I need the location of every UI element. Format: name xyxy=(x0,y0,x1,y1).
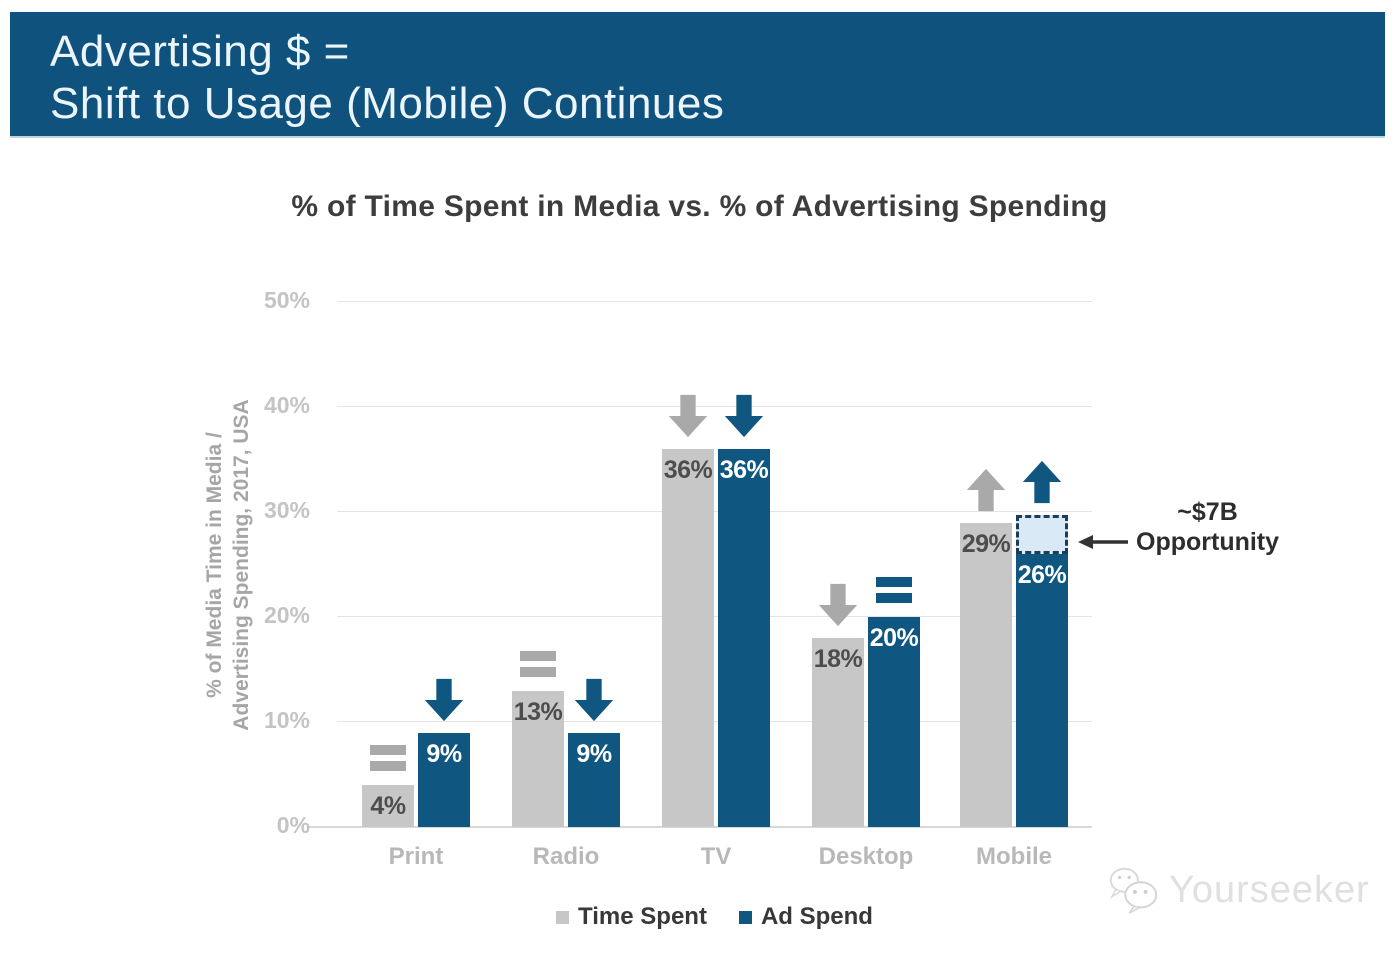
bar-value-label: 36% xyxy=(663,456,713,484)
bar-value-label: 26% xyxy=(1017,561,1067,589)
bar-value-label: 4% xyxy=(370,792,406,820)
y-tick-label: 40% xyxy=(263,392,310,418)
time-spent-label: Time Spent xyxy=(578,903,707,930)
ad-spend-swatch xyxy=(738,910,752,924)
bar-group: 4% 9% Print xyxy=(362,302,470,870)
trend-down-icon xyxy=(424,678,464,721)
category-label: Radio xyxy=(532,843,600,870)
time-spent-bar: 36% xyxy=(662,394,714,827)
ad-spend-bar: 26% xyxy=(1016,461,1068,827)
bar-fill xyxy=(960,522,1012,827)
opportunity-box xyxy=(1016,515,1068,554)
category-label: TV xyxy=(700,843,732,870)
bar-fill xyxy=(362,785,414,827)
bar-fill xyxy=(568,732,620,827)
bar-fill xyxy=(662,449,714,827)
chart-title: % of Time Spent in Media vs. % of Advert… xyxy=(291,190,1108,223)
bar-value-label: 29% xyxy=(961,529,1011,558)
y-tick-label: 50% xyxy=(263,287,310,313)
trend-down-icon xyxy=(668,394,708,438)
bar-value-label: 36% xyxy=(719,456,769,484)
legend-item-time-spent: Time Spent xyxy=(556,903,707,931)
ad-spend-label: Ad Spend xyxy=(760,903,873,930)
trend-down-icon xyxy=(724,394,764,438)
category-label: Desktop xyxy=(818,843,914,870)
header-title-line1: Advertising $ = xyxy=(50,27,350,76)
time-spent-swatch xyxy=(556,910,570,924)
bar-value-label: 18% xyxy=(813,645,863,673)
opportunity-word: Opportunity xyxy=(1136,528,1280,557)
bar-group: 18% 20% Desktop xyxy=(812,302,920,870)
gridline xyxy=(337,511,1092,512)
watermark-text: Yourseeker xyxy=(1169,868,1370,911)
header-banner: Advertising $ = Shift to Usage (Mobile) … xyxy=(10,12,1385,138)
category-label: Print xyxy=(388,843,444,870)
trend-equal-icon xyxy=(520,650,556,677)
chat-bubbles-icon xyxy=(1109,867,1158,914)
bar-fill xyxy=(1016,554,1068,827)
ad-spend-bar: 36% xyxy=(718,394,770,827)
bar-value-label: 20% xyxy=(869,624,919,652)
ad-spend-bar: 20% xyxy=(868,577,920,827)
time-spent-bar: 13% xyxy=(512,650,564,827)
time-spent-bar: 29% xyxy=(960,468,1012,827)
x-axis-line xyxy=(309,826,1092,828)
time-spent-bar: 4% xyxy=(362,745,414,827)
y-tick-label: 0% xyxy=(276,812,310,838)
trend-down-icon xyxy=(818,583,858,627)
opportunity-label: ~$7B Opportunity xyxy=(1136,497,1279,557)
trend-equal-icon xyxy=(876,577,912,603)
trend-up-icon xyxy=(1022,461,1062,504)
bar-value-label: 9% xyxy=(426,739,462,768)
bar-value-label: 13% xyxy=(513,697,563,726)
bar-group: 13% 9% Radio xyxy=(512,302,620,870)
opportunity-annotation: ~$7B Opportunity xyxy=(1078,497,1279,557)
plot-area: 0% 10% 20% 30% 40% 50% 4% 9% Print 13% 9% Radio 36% 3… xyxy=(264,287,1092,870)
bar-fill xyxy=(512,690,564,827)
gridline xyxy=(337,301,1092,302)
opportunity-amount: ~$7B xyxy=(1177,498,1238,527)
y-tick-label: 20% xyxy=(263,602,310,628)
legend: Time Spent Ad Spend xyxy=(337,903,1092,931)
category-label: Mobile xyxy=(976,843,1052,870)
gridline xyxy=(337,616,1092,617)
trend-down-icon xyxy=(574,678,614,721)
y-tick-label: 30% xyxy=(263,497,310,523)
gridline xyxy=(337,406,1092,407)
trend-equal-icon xyxy=(370,745,406,771)
left-arrow-icon xyxy=(1078,535,1128,550)
y-tick-label: 10% xyxy=(263,707,310,733)
bar-fill xyxy=(718,449,770,827)
trend-up-icon xyxy=(966,468,1006,511)
bar-fill xyxy=(812,638,864,827)
bar-group: 36% 36% TV xyxy=(662,302,770,870)
bar-fill xyxy=(418,732,470,827)
gridline xyxy=(337,721,1092,722)
ad-spend-bar: 9% xyxy=(568,678,620,827)
bar-group: 29% 26% Mobile xyxy=(960,302,1068,870)
header-title-line2: Shift to Usage (Mobile) Continues xyxy=(50,79,725,128)
time-spent-bar: 18% xyxy=(812,583,864,827)
legend-item-ad-spend: Ad Spend xyxy=(738,903,873,931)
ad-spend-bar: 9% xyxy=(418,678,470,827)
bar-value-label: 9% xyxy=(576,739,612,768)
bar-fill xyxy=(868,617,920,827)
watermark: Yourseeker xyxy=(1105,864,1370,916)
